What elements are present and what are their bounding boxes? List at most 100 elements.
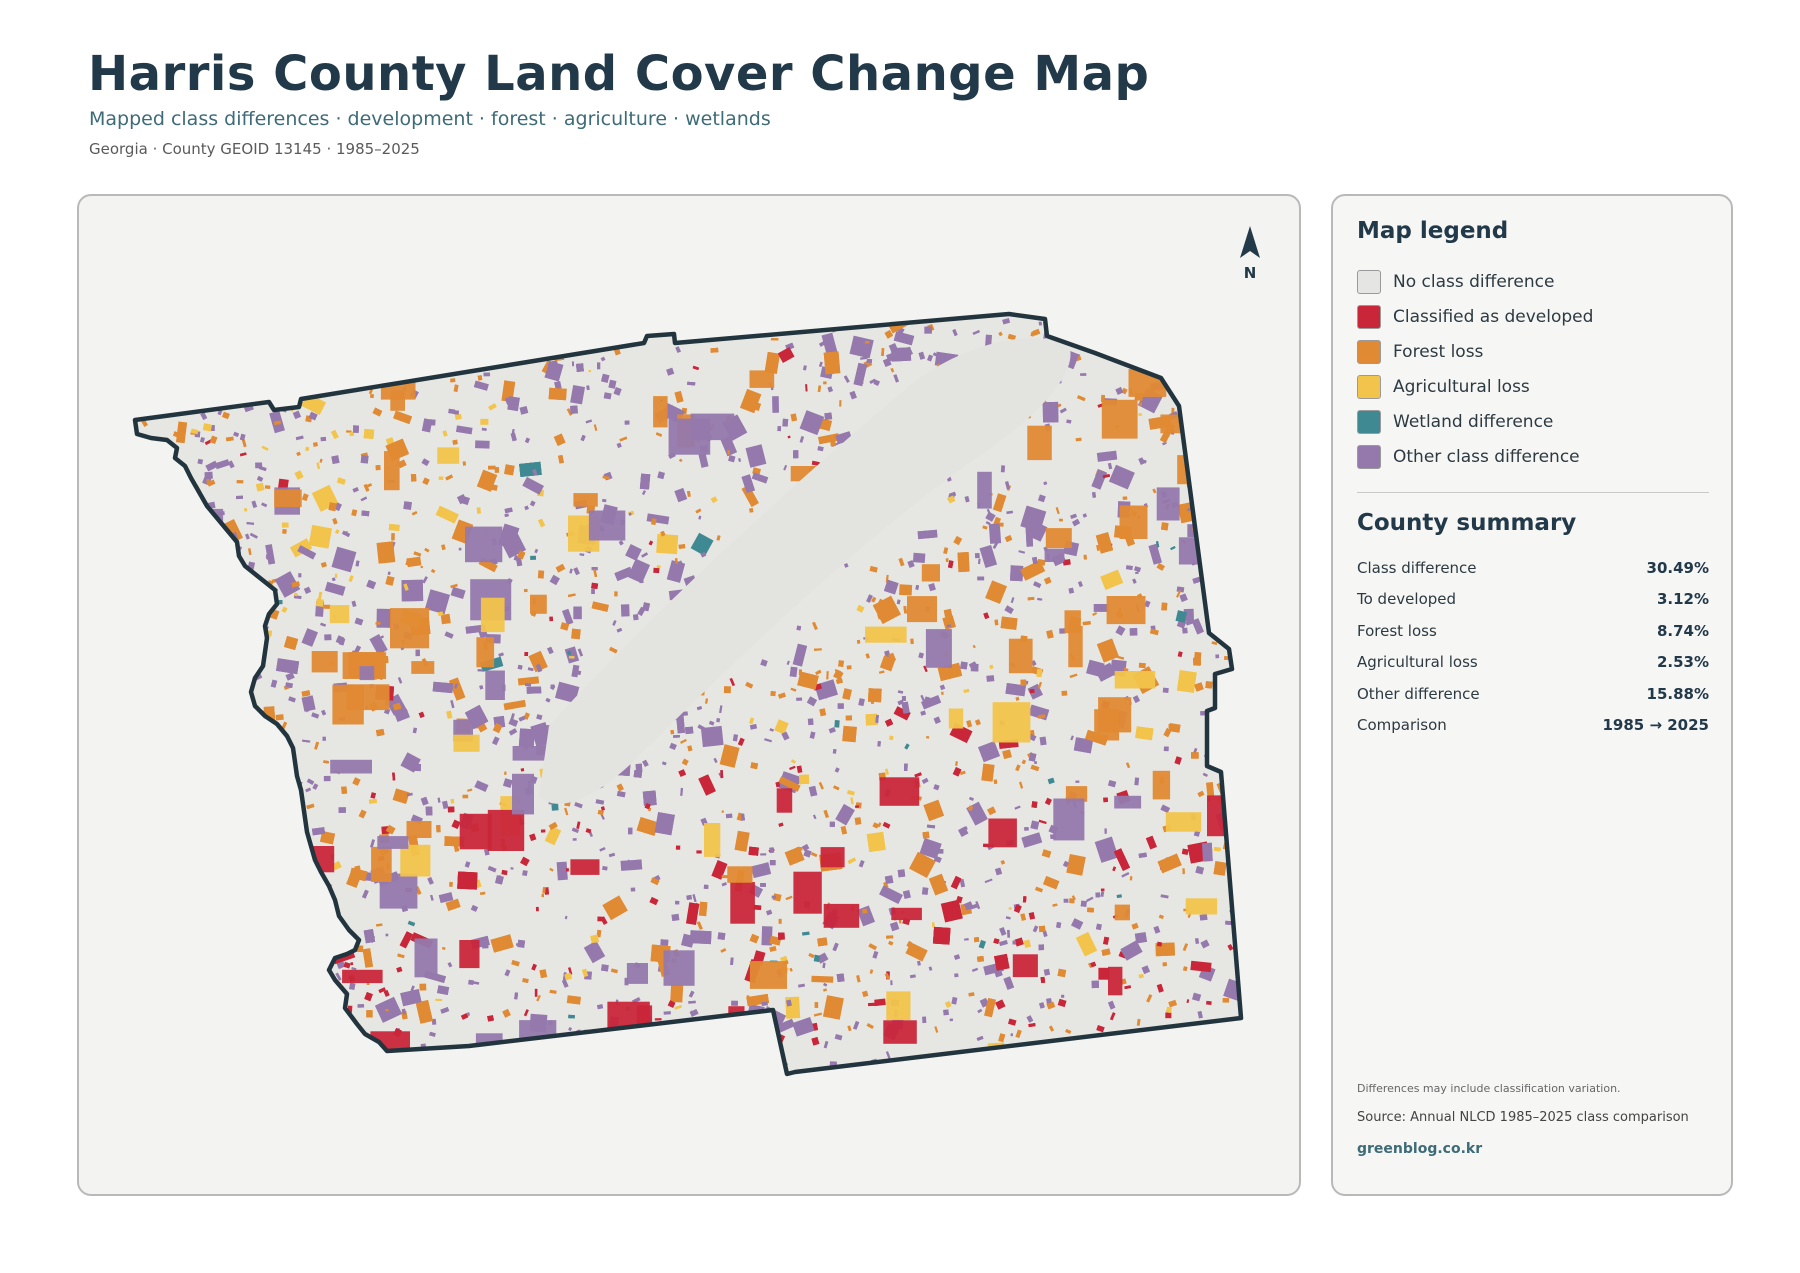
change-patch [1122, 496, 1128, 500]
change-patch [301, 493, 309, 502]
change-patch [933, 784, 940, 791]
change-patch [223, 1069, 248, 1074]
change-patch [204, 471, 213, 480]
change-patch [169, 764, 175, 773]
change-patch [296, 1070, 305, 1074]
change-patch [361, 510, 370, 517]
change-patch [658, 1041, 676, 1059]
change-patch [1107, 462, 1113, 470]
change-patch [564, 326, 568, 332]
change-block [332, 684, 364, 725]
change-patch [843, 563, 849, 568]
change-patch [879, 1065, 898, 1074]
change-patch [838, 660, 844, 667]
change-patch [241, 386, 247, 391]
change-patch [152, 936, 156, 940]
change-patch [358, 344, 364, 349]
change-patch [200, 601, 205, 606]
change-patch [524, 505, 529, 511]
change-patch [139, 897, 154, 913]
change-patch [524, 588, 528, 593]
change-patch [1000, 859, 1006, 865]
change-patch [435, 998, 443, 1002]
change-patch [204, 743, 209, 748]
change-patch [432, 681, 454, 694]
change-patch [498, 652, 504, 657]
county-map[interactable] [79, 196, 1301, 1196]
change-patch [1228, 467, 1238, 475]
change-patch [871, 596, 877, 603]
change-patch [897, 690, 904, 694]
change-patch [770, 691, 776, 697]
change-patch [721, 875, 728, 879]
change-patch [643, 1039, 648, 1046]
change-patch [824, 412, 833, 421]
change-block [465, 526, 503, 563]
change-patch [195, 967, 203, 974]
change-patch [1087, 907, 1094, 913]
change-patch [710, 496, 718, 504]
change-patch [1219, 743, 1225, 748]
change-patch [152, 392, 159, 402]
change-patch [238, 802, 246, 809]
change-patch [322, 736, 326, 741]
change-patch [1224, 543, 1234, 553]
change-patch [902, 890, 911, 900]
change-patch [1177, 651, 1183, 658]
change-patch [1213, 713, 1239, 738]
map-panel[interactable]: N [77, 194, 1301, 1196]
change-patch [550, 1061, 556, 1070]
site-link[interactable]: greenblog.co.kr [1357, 1141, 1483, 1157]
change-patch [1217, 522, 1224, 529]
change-patch [227, 916, 236, 923]
change-patch [301, 870, 310, 879]
summary-row: Comparison 1985 → 2025 [1357, 710, 1709, 742]
change-block [1106, 596, 1146, 625]
change-patch [832, 749, 837, 754]
change-patch [149, 790, 155, 798]
change-patch [1204, 344, 1211, 348]
change-patch [922, 1016, 927, 1024]
change-patch [286, 1036, 303, 1047]
change-patch [602, 498, 607, 503]
change-patch [850, 797, 854, 805]
change-patch [905, 942, 928, 962]
change-patch [1096, 638, 1120, 663]
change-patch [1214, 487, 1237, 512]
change-patch [517, 664, 523, 670]
change-patch [921, 887, 929, 895]
change-patch [1125, 762, 1131, 769]
change-block [184, 857, 218, 888]
change-patch [1205, 681, 1213, 689]
change-patch [208, 519, 216, 527]
change-patch [1167, 1030, 1193, 1057]
change-patch [856, 604, 865, 613]
change-patch [1063, 898, 1069, 903]
change-patch [450, 699, 455, 709]
change-patch [843, 375, 850, 383]
change-patch [1182, 627, 1188, 634]
legend-item-developed: Classified as developed [1357, 299, 1593, 334]
change-patch [219, 682, 226, 687]
change-patch [179, 1044, 182, 1049]
change-patch [357, 1004, 365, 1008]
change-patch [303, 914, 311, 922]
page-title: Harris County Land Cover Change Map [88, 46, 1150, 102]
change-block [546, 1049, 590, 1074]
change-patch [202, 954, 222, 979]
change-patch [157, 888, 161, 893]
change-patch [255, 462, 263, 469]
change-block [175, 828, 193, 867]
change-patch [1096, 450, 1118, 462]
change-patch [1089, 1048, 1100, 1058]
change-patch [193, 615, 200, 621]
change-patch [303, 586, 312, 595]
change-block [601, 1039, 635, 1065]
change-patch [1125, 347, 1134, 354]
change-patch [207, 479, 216, 487]
change-patch [388, 523, 400, 532]
change-patch [160, 601, 165, 607]
change-patch [872, 822, 880, 829]
change-patch [1204, 379, 1212, 386]
change-patch [217, 580, 224, 587]
